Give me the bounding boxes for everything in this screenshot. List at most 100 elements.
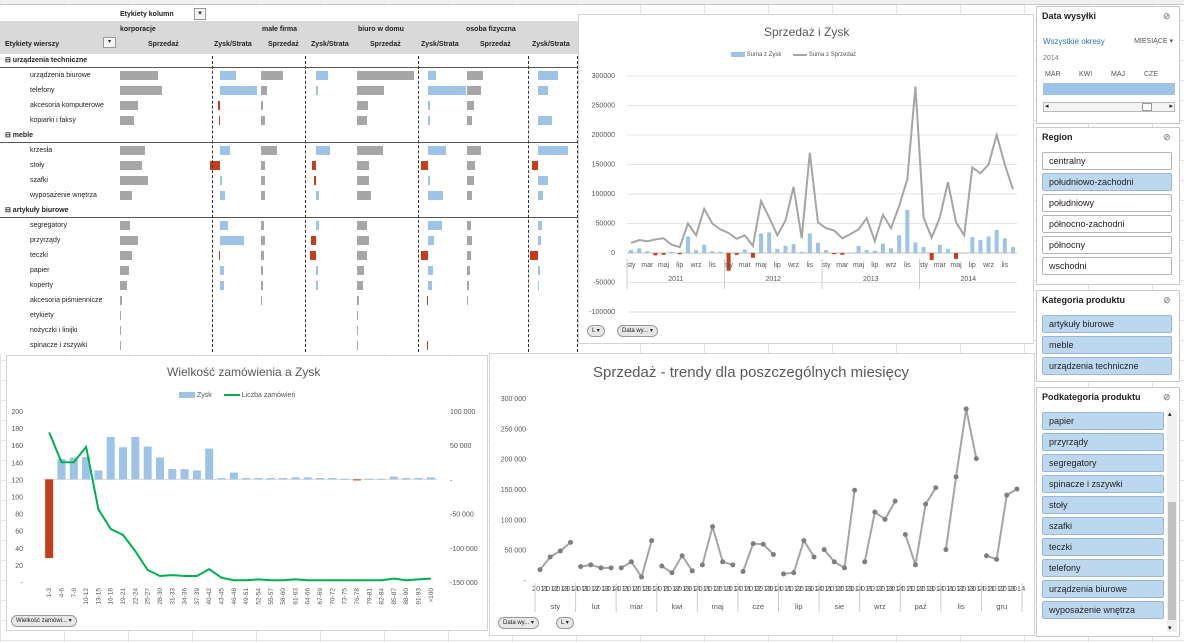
region-item[interactable]: północno-zachodni bbox=[1042, 215, 1172, 233]
profit-databar bbox=[316, 146, 330, 155]
slicer-category[interactable]: Kategoria produktu ⊘ artykuły biurowe mebl… bbox=[1036, 290, 1180, 382]
scroll-up-icon[interactable]: ▴ bbox=[1168, 411, 1172, 418]
subcategory-item[interactable]: teczki bbox=[1042, 538, 1164, 556]
scroll-right-icon[interactable]: ▸ bbox=[1169, 103, 1173, 110]
pivot-row-label[interactable]: segregatory bbox=[30, 222, 67, 229]
region-item[interactable]: południowo-zachodni bbox=[1042, 173, 1172, 191]
clear-filter-icon[interactable]: ⊘ bbox=[1163, 392, 1171, 402]
x-tick-label: maj bbox=[658, 262, 670, 269]
chart-monthly-trends[interactable]: Sprzedaż - trendy dla poszczególnych mie… bbox=[489, 353, 1035, 636]
profit-bar bbox=[205, 448, 214, 480]
row-filter-button[interactable]: ▾ bbox=[103, 37, 116, 48]
group-row-label[interactable]: ⊟ urządzenia techniczne bbox=[5, 57, 88, 64]
region-item[interactable]: wschodni bbox=[1042, 257, 1172, 275]
subcategory-item[interactable]: urządzenia biurowe bbox=[1042, 580, 1164, 598]
data-point bbox=[791, 570, 797, 576]
pivot-row-label[interactable]: akcesoria komputerowe bbox=[30, 102, 104, 109]
loss-databar bbox=[532, 161, 538, 170]
y-tick-label: 250 000 bbox=[501, 426, 526, 433]
profit-bar bbox=[131, 436, 140, 480]
region-item[interactable]: południowy bbox=[1042, 194, 1172, 212]
pivot-row-label[interactable]: spinacze i zszywki bbox=[30, 342, 88, 349]
subcategory-item[interactable]: szafki bbox=[1042, 517, 1164, 535]
chart-filter-button[interactable]: Data wy... ▾ bbox=[498, 617, 539, 629]
clear-filter-icon[interactable]: ⊘ bbox=[1163, 132, 1171, 142]
slicer-region[interactable]: Region ⊘ centralny południowo-zachodni połu… bbox=[1036, 127, 1180, 285]
data-point bbox=[740, 569, 746, 575]
pivot-row-label[interactable]: urządzenia biurowe bbox=[30, 72, 91, 79]
data-point bbox=[862, 559, 868, 565]
pivot-row-label[interactable]: akcesoria piśmiennicze bbox=[30, 297, 103, 304]
column-divider bbox=[577, 56, 578, 352]
subcategory-item[interactable]: papier bbox=[1042, 412, 1164, 430]
scroll-down-icon[interactable]: ▾ bbox=[1168, 625, 1172, 632]
data-point bbox=[821, 547, 827, 553]
sales-databar bbox=[120, 146, 145, 155]
sales-databar bbox=[357, 146, 383, 155]
slicer-date[interactable]: Data wysyłki ⊘ Wszystkie okresy MIESIĄCE … bbox=[1036, 6, 1180, 124]
year-tick-label: 2014 bbox=[684, 584, 701, 593]
sales-trend-line bbox=[904, 487, 937, 566]
profit-databar bbox=[428, 71, 436, 80]
chart-order-size-profit[interactable]: Wielkość zamówienia a Zysk Zysk Liczba z… bbox=[6, 355, 488, 631]
chart-filter-button[interactable]: L ▾ bbox=[556, 617, 574, 629]
pivot-row-label[interactable]: nożyczki i linijki bbox=[30, 327, 78, 334]
period-label[interactable]: Wszystkie okresy bbox=[1043, 37, 1105, 46]
pivot-row-label[interactable]: krzesła bbox=[30, 147, 53, 154]
timeline-bar[interactable] bbox=[1043, 83, 1175, 95]
pivot-row-label[interactable]: stoły bbox=[30, 162, 45, 169]
pivot-row-label[interactable]: szafki bbox=[30, 177, 48, 184]
pivot-row-label[interactable]: etykiety bbox=[30, 312, 54, 319]
scroll-left-icon[interactable]: ◂ bbox=[1045, 103, 1049, 110]
chart-sales-profit[interactable]: Sprzedaż i Zysk Suma z Zysk Suma z Sprze… bbox=[578, 14, 1034, 344]
sales-trend-line bbox=[986, 488, 1018, 561]
profit-databar bbox=[538, 146, 568, 155]
subcategory-item[interactable]: segregatory bbox=[1042, 454, 1164, 472]
group-row-label[interactable]: ⊟ artykuły biurowe bbox=[5, 207, 69, 214]
group-row-label[interactable]: ⊟ meble bbox=[5, 132, 34, 139]
pivot-row-label[interactable]: papier bbox=[30, 267, 50, 274]
year-tick-label: 2012 bbox=[948, 584, 965, 593]
category-item[interactable]: meble bbox=[1042, 336, 1172, 354]
pivot-row-label[interactable]: teczki bbox=[30, 252, 48, 259]
col-filter-button[interactable]: ▾ bbox=[194, 8, 206, 20]
pivot-row-label[interactable]: koperty bbox=[30, 282, 53, 289]
data-point bbox=[537, 567, 543, 573]
chart-filter-button[interactable]: Data wy... ▾ bbox=[617, 325, 658, 337]
data-point bbox=[1004, 492, 1010, 498]
slicer-subcategory[interactable]: Podkategoria produktu ⊘ papier przyrządy se… bbox=[1036, 387, 1180, 637]
chart-filter-button[interactable]: Wielkość zamówi... ▾ bbox=[11, 615, 77, 627]
timeline-scrollbar[interactable]: ◂ ▸ bbox=[1043, 102, 1175, 112]
region-item[interactable]: centralny bbox=[1042, 152, 1172, 170]
sales-trend-line bbox=[783, 538, 815, 575]
year-tick-label: 2013 bbox=[958, 584, 975, 593]
pivot-row-label[interactable]: kopiarki i faksy bbox=[30, 117, 76, 124]
subcategory-item[interactable]: spinacze i zszywki bbox=[1042, 475, 1164, 493]
chart-filter-button[interactable]: L ▾ bbox=[587, 325, 605, 337]
pivot-row-label[interactable]: przyrządy bbox=[30, 237, 61, 244]
category-item[interactable]: urządzenia techniczne bbox=[1042, 357, 1172, 375]
unit-selector[interactable]: MIESIĄCE ▾ bbox=[1134, 38, 1173, 45]
sales-databar bbox=[357, 191, 371, 200]
subcategory-item[interactable]: wyposażenie wnętrza bbox=[1042, 601, 1164, 619]
scroll-thumb[interactable] bbox=[1142, 103, 1152, 111]
clear-filter-icon[interactable]: ⊘ bbox=[1163, 295, 1171, 305]
measure-label: Sprzedaż bbox=[370, 41, 401, 48]
category-item[interactable]: artykuły biurowe bbox=[1042, 315, 1172, 333]
profit-bar bbox=[669, 251, 674, 253]
subcategory-item[interactable]: stoły bbox=[1042, 496, 1164, 514]
profit-bar bbox=[864, 250, 869, 253]
y-tick-label: 40 bbox=[15, 546, 23, 553]
subcategory-item[interactable]: przyrządy bbox=[1042, 433, 1164, 451]
year-tick-label: 2014 bbox=[725, 584, 742, 593]
month-label: mar bbox=[630, 602, 643, 611]
pivot-header-band bbox=[0, 21, 578, 54]
pivot-row-label[interactable]: wyposażenie wnętrza bbox=[30, 192, 97, 199]
slicer-scrollbar[interactable]: ▴ ▾ bbox=[1167, 410, 1177, 632]
pivot-row-label[interactable]: telefony bbox=[30, 87, 55, 94]
data-point bbox=[872, 509, 878, 515]
region-item[interactable]: północny bbox=[1042, 236, 1172, 254]
clear-filter-icon[interactable]: ⊘ bbox=[1163, 11, 1171, 21]
scroll-thumb[interactable] bbox=[1168, 502, 1176, 620]
subcategory-item[interactable]: telefony bbox=[1042, 559, 1164, 577]
